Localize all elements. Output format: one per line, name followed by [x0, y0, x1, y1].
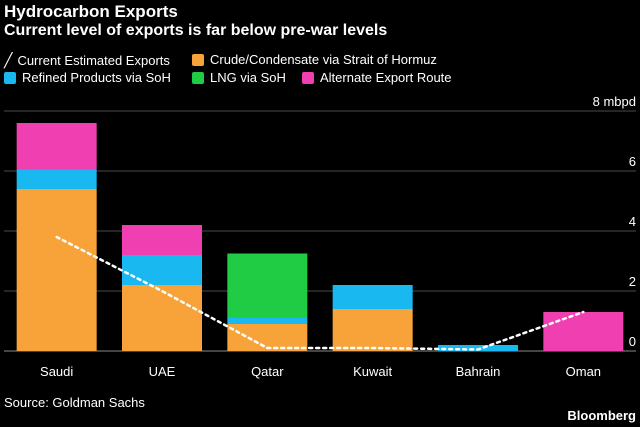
x-tick-label: Kuwait [353, 364, 392, 379]
bar-segment [332, 285, 413, 309]
current-exports-line [55, 235, 585, 351]
legend-label: Refined Products via SoH [22, 70, 171, 85]
bar-segment [16, 189, 97, 351]
x-tick-label: UAE [149, 364, 176, 379]
source-note: Source: Goldman Sachs [4, 395, 145, 410]
bar-segment [227, 318, 308, 324]
legend-item-current-exports: ╱ Current Estimated Exports [4, 52, 170, 69]
bar-segment [16, 169, 97, 189]
y-tick-label: 6 [629, 154, 636, 169]
x-tick-label: Qatar [251, 364, 284, 379]
bar-segment [122, 255, 202, 285]
refined-swatch-icon [4, 71, 16, 84]
y-tick-label: 0 [629, 334, 636, 349]
y-tick-label: 4 [629, 214, 636, 229]
bar-segment [227, 324, 308, 351]
legend-item-lng: LNG via SoH [192, 70, 286, 85]
bar-segment [543, 312, 624, 351]
bar-segment [16, 123, 97, 170]
x-tick-label: Bahrain [456, 364, 501, 379]
bar-segment [227, 253, 308, 318]
crude-swatch-icon [192, 53, 204, 66]
alternate-swatch-icon [302, 71, 314, 84]
legend-label: Crude/Condensate via Strait of Hormuz [210, 52, 437, 67]
y-tick-label: 8 mbpd [593, 94, 636, 109]
lng-swatch-icon [192, 71, 204, 84]
x-tick-label: Oman [566, 364, 601, 379]
legend-item-crude: Crude/Condensate via Strait of Hormuz [192, 52, 437, 67]
legend-label: LNG via SoH [210, 70, 286, 85]
bar-segment [122, 285, 202, 351]
bar-segment [332, 309, 413, 351]
bar-segment [438, 345, 518, 351]
chart-subtitle: Current level of exports is far below pr… [4, 22, 388, 39]
brand-logo: Bloomberg [567, 408, 636, 423]
legend-label: Alternate Export Route [320, 70, 452, 85]
legend-item-refined: Refined Products via SoH [4, 70, 171, 85]
dotted-line-icon: ╱ [4, 52, 13, 68]
bar-segment [122, 225, 202, 255]
legend-item-alternate: Alternate Export Route [302, 70, 452, 85]
y-tick-label: 2 [629, 274, 636, 289]
chart-title: Hydrocarbon Exports [4, 2, 178, 21]
legend-label: Current Estimated Exports [17, 53, 170, 68]
x-tick-label: Saudi [40, 364, 73, 379]
